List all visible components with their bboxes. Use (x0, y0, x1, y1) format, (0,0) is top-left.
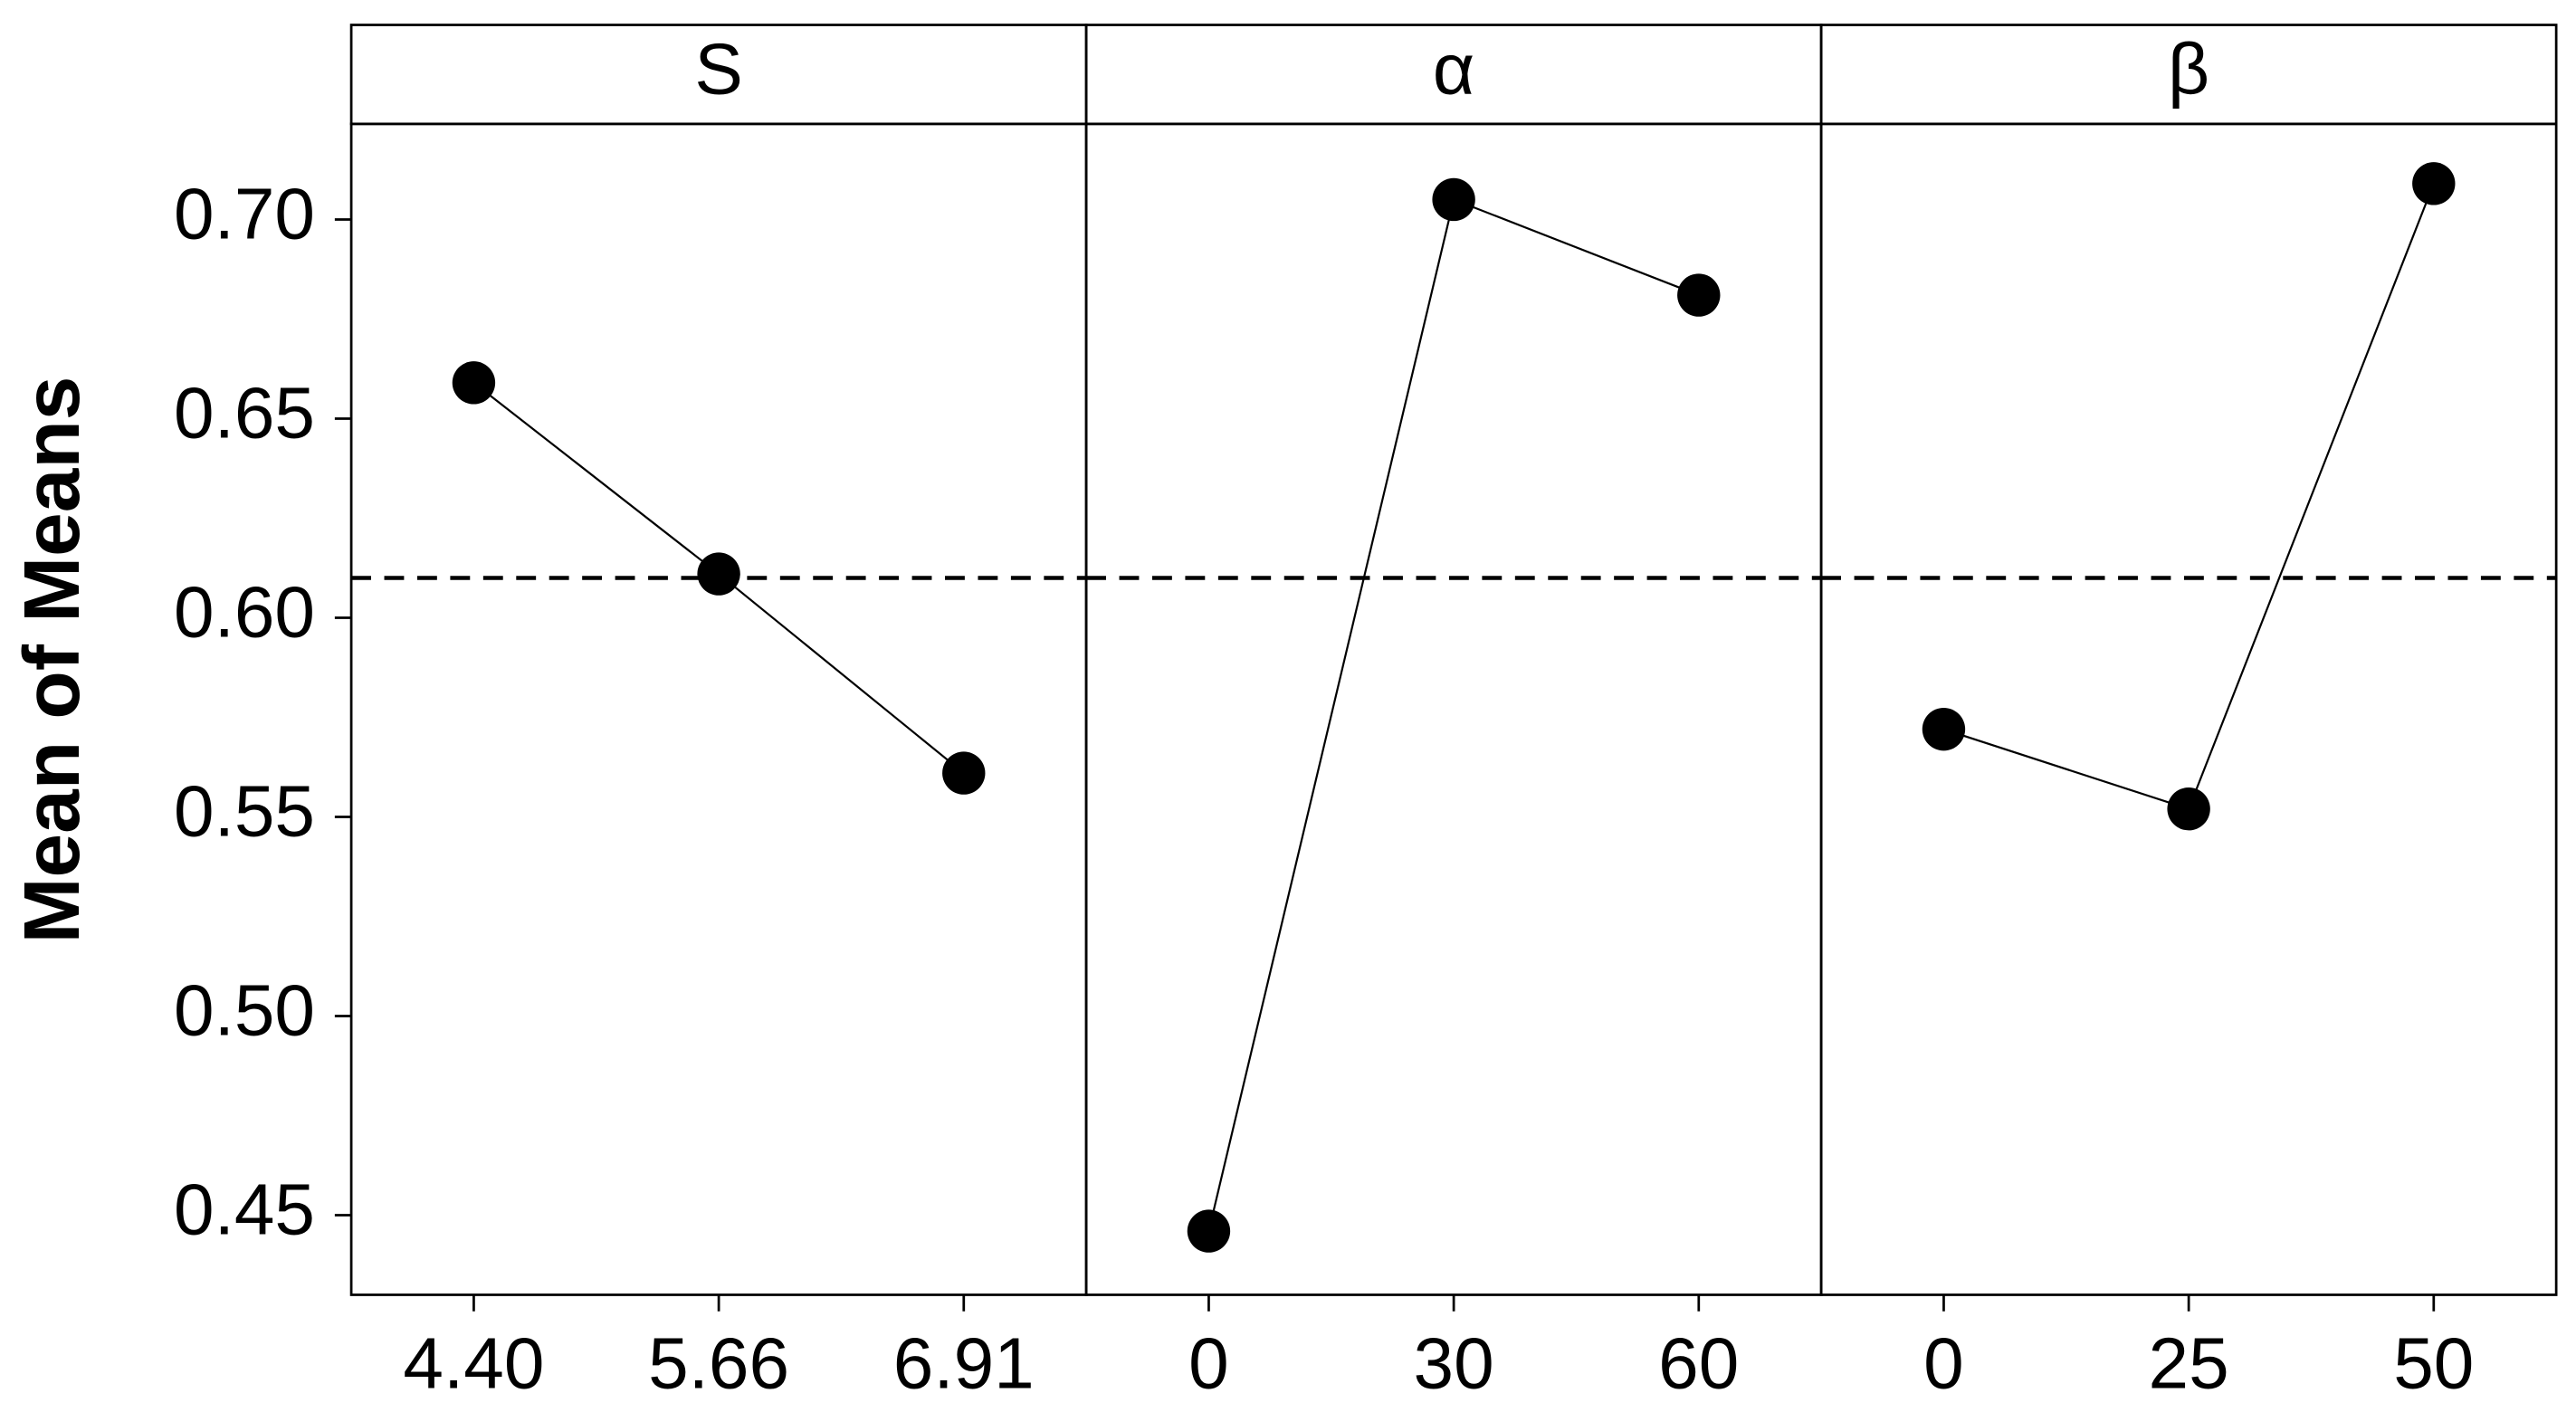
y-tick-label: 0.50 (174, 969, 315, 1051)
data-point (2167, 787, 2210, 831)
x-tick-label: 4.40 (403, 1322, 544, 1404)
y-tick-label: 0.60 (174, 571, 315, 653)
y-axis-label: Mean of Means (7, 377, 96, 944)
x-tick-label: 30 (1414, 1322, 1494, 1404)
data-point (1922, 707, 1966, 751)
data-line (1207, 197, 1700, 1232)
data-point (1432, 177, 1475, 222)
panel-frame (1819, 122, 2558, 1296)
x-tick-label: 50 (2393, 1322, 2474, 1404)
panel-frame (349, 122, 1088, 1296)
x-tick-label: 60 (1658, 1322, 1739, 1404)
x-tick-label: 25 (2149, 1322, 2229, 1404)
y-tick-label: 0.55 (174, 770, 315, 852)
data-point (452, 361, 496, 405)
data-point (1187, 1209, 1231, 1253)
data-line (1943, 183, 2435, 811)
x-tick-label: 5.66 (648, 1322, 789, 1404)
x-tick-label: 6.91 (893, 1322, 1035, 1404)
panel-title: α (1433, 27, 1474, 109)
data-point (697, 552, 740, 596)
data-point (942, 751, 986, 795)
y-tick-label: 0.45 (174, 1169, 315, 1250)
y-tick-label: 0.65 (174, 372, 315, 453)
panel-title: S (694, 27, 742, 109)
x-tick-label: 0 (1188, 1322, 1229, 1404)
data-point (2412, 162, 2456, 205)
panel-title: β (2168, 27, 2209, 109)
x-tick-label: 0 (1923, 1322, 1964, 1404)
data-point (1677, 273, 1721, 317)
y-tick-label: 0.70 (174, 173, 315, 254)
